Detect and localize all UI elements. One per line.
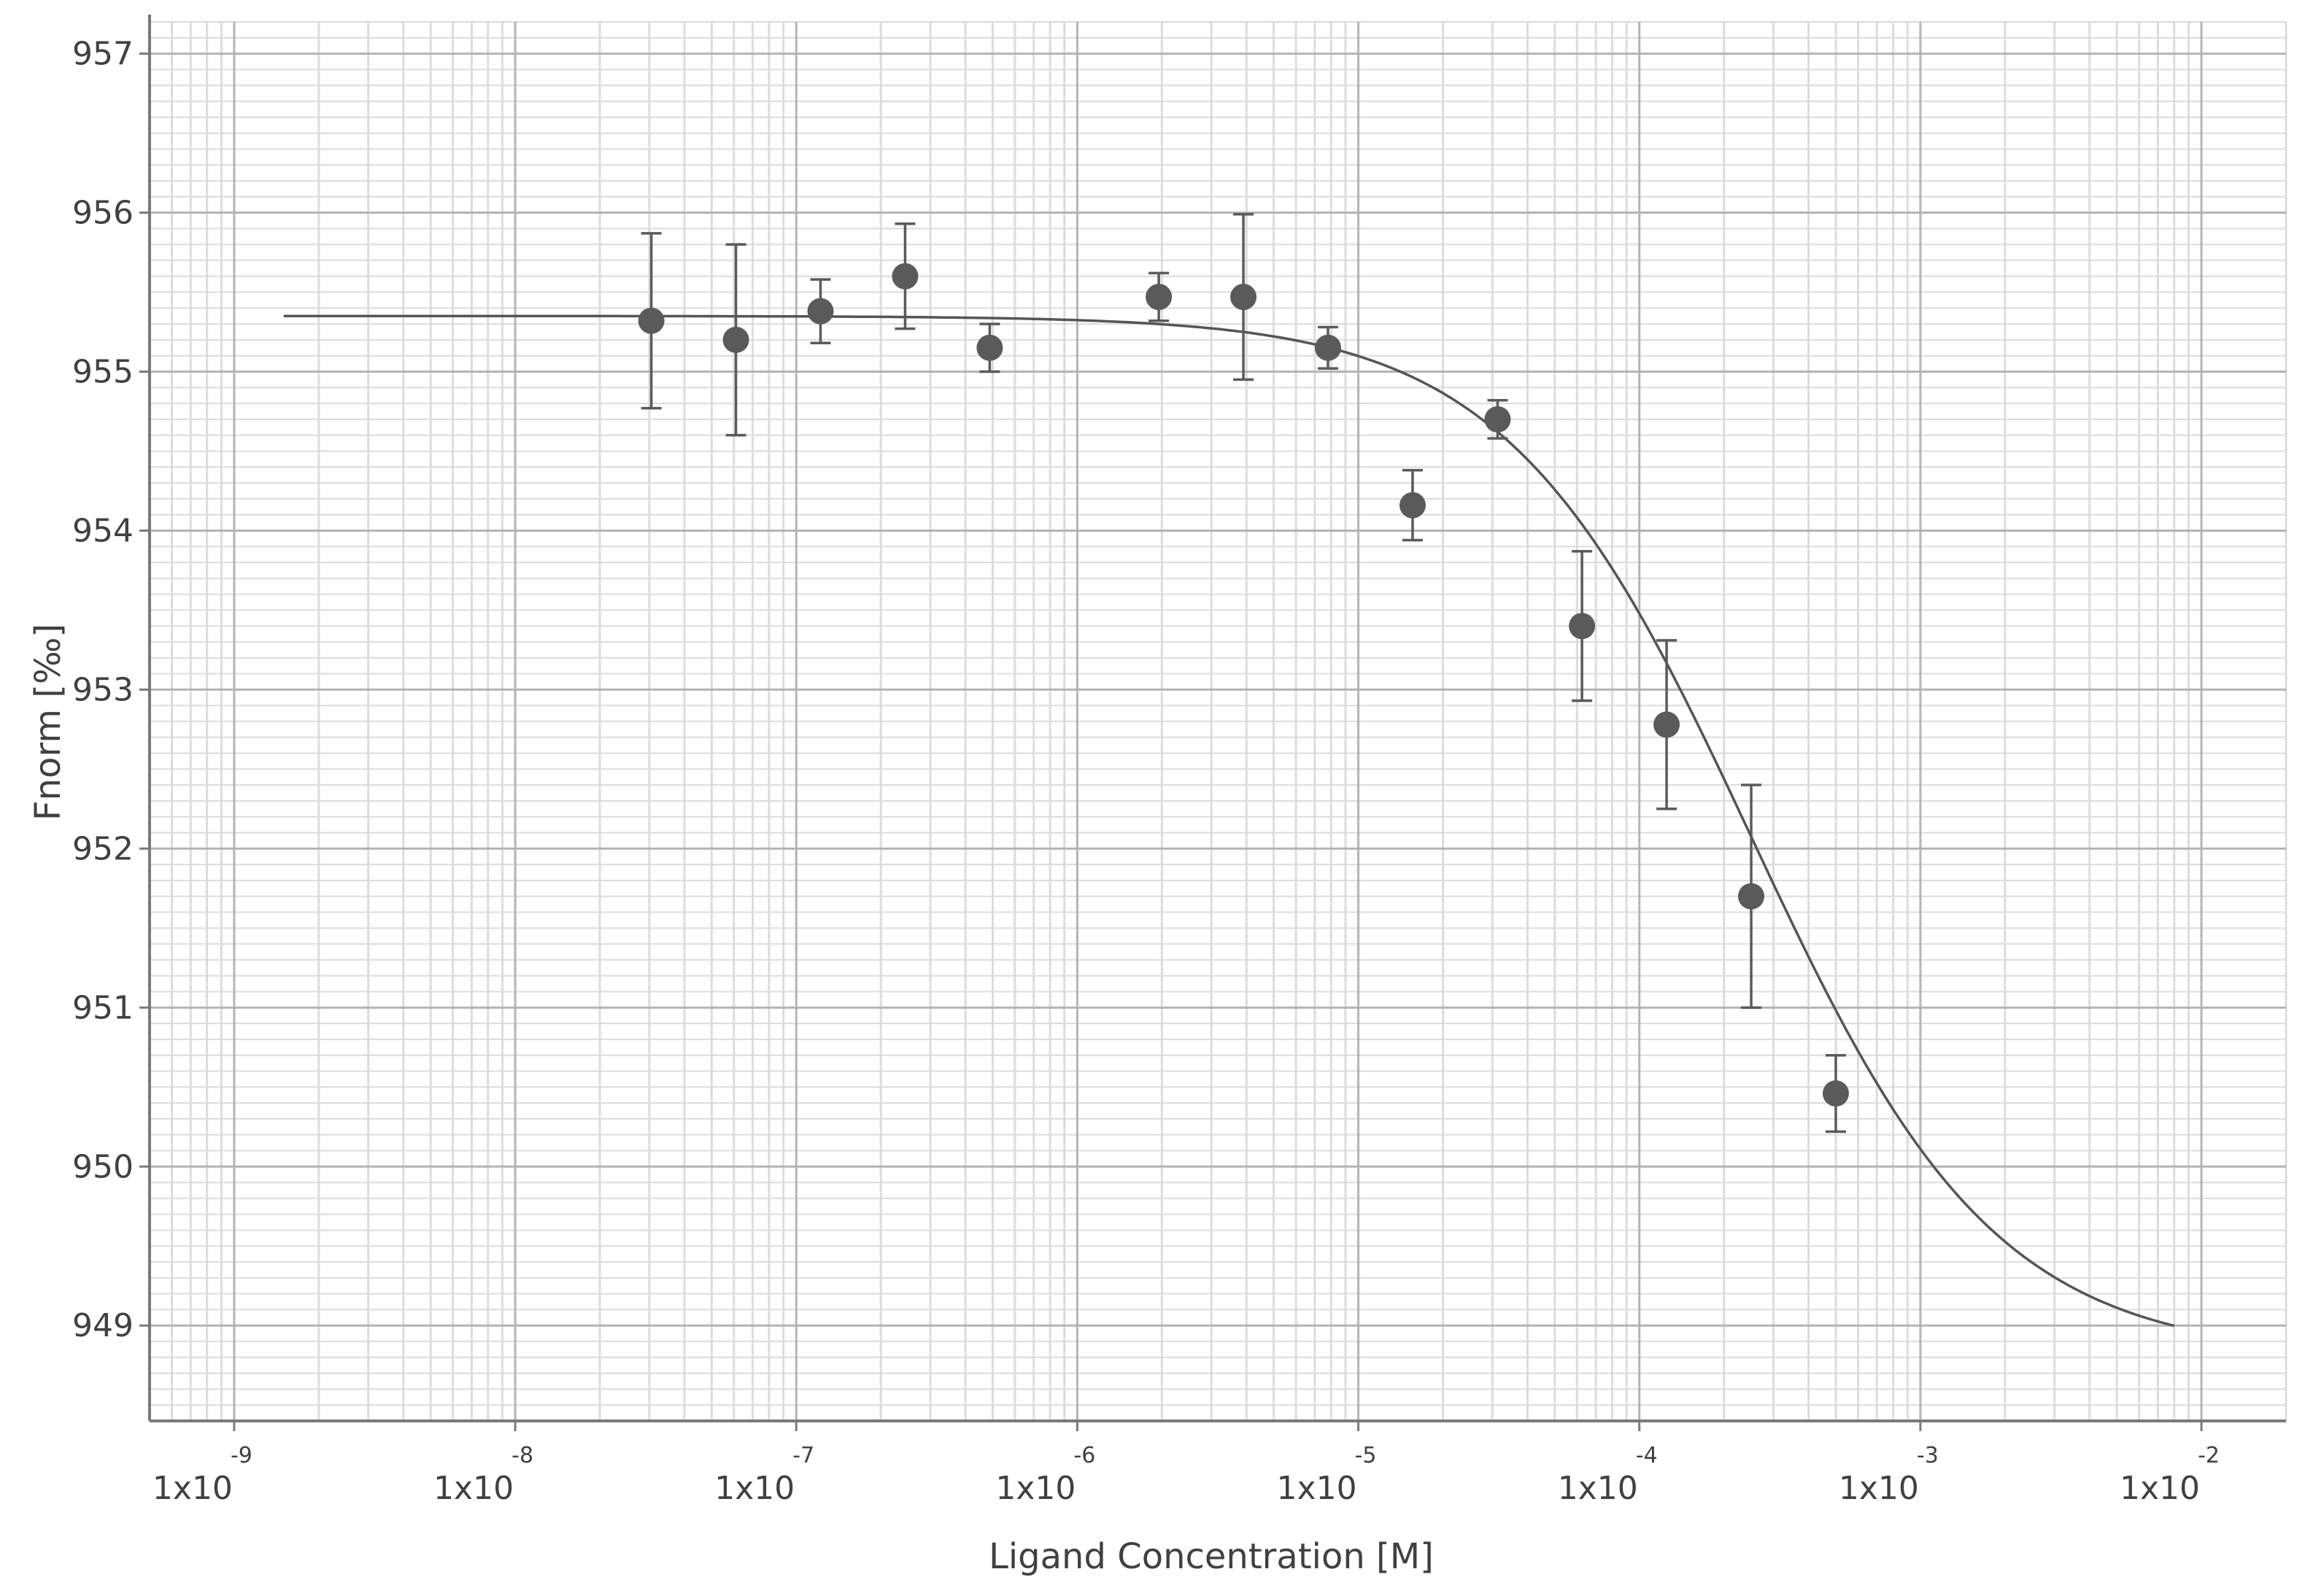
data-point (1230, 284, 1257, 311)
x-tick-label-base: 1x10 (1277, 1470, 1357, 1507)
data-point (807, 298, 834, 325)
x-tick-label-exponent: -6 (1073, 1443, 1095, 1468)
x-tick-label-exponent: -7 (792, 1443, 814, 1468)
minor-gridlines (148, 21, 2287, 1422)
x-tick-label-base: 1x10 (2120, 1470, 2200, 1507)
data-point (892, 263, 919, 290)
x-tick-label-exponent: -2 (2198, 1443, 2220, 1468)
y-tick-label: 949 (72, 1307, 134, 1344)
x-tick-label-exponent: -4 (1636, 1443, 1658, 1468)
data-points-layer (638, 212, 1849, 1134)
x-tick-label-base: 1x10 (152, 1470, 233, 1507)
y-tick-label: 950 (72, 1148, 134, 1185)
fit-curve (283, 314, 2175, 1328)
x-tick-label-base: 1x10 (433, 1470, 514, 1507)
x-tick-label-exponent: -3 (1917, 1443, 1939, 1468)
fit-curve-layer (283, 314, 2175, 1328)
data-point (638, 307, 665, 334)
axes (139, 15, 2286, 1431)
y-tick-label: 951 (72, 989, 134, 1026)
y-tick-labels: 949 950 951 952 953 954 955 956 957 (72, 36, 134, 1345)
data-point (722, 326, 749, 353)
major-gridlines (150, 22, 2286, 1421)
y-tick-label: 957 (72, 36, 134, 73)
x-tick-label-exponent: -9 (231, 1443, 252, 1468)
y-tick-label: 953 (72, 671, 134, 708)
x-tick-label-base: 1x10 (1839, 1470, 1919, 1507)
x-axis-title: Ligand Concentration [M] (989, 1536, 1434, 1577)
y-tick-label: 954 (72, 512, 134, 549)
x-tick-label-exponent: -8 (511, 1443, 533, 1468)
data-point (1315, 334, 1342, 361)
y-axis-title: Fnorm [‰] (28, 624, 69, 821)
data-point (1569, 613, 1596, 640)
data-point (1653, 711, 1680, 738)
x-tick-label-base: 1x10 (1558, 1470, 1638, 1507)
x-tick-label-base: 1x10 (995, 1470, 1076, 1507)
data-point (1399, 492, 1426, 519)
x-tick-label-exponent: -5 (1355, 1443, 1377, 1468)
y-tick-label: 956 (72, 195, 134, 232)
y-tick-label: 955 (72, 354, 134, 391)
x-tick-label-base: 1x10 (714, 1470, 795, 1507)
data-point (976, 334, 1003, 361)
y-tick-label: 952 (72, 830, 134, 867)
x-tick-labels: 1x10-91x10-81x10-71x10-61x10-51x10-41x10… (152, 1443, 2220, 1507)
data-point (1484, 406, 1511, 433)
data-point (1822, 1080, 1849, 1107)
data-point (1146, 284, 1173, 311)
data-point (1738, 883, 1765, 910)
